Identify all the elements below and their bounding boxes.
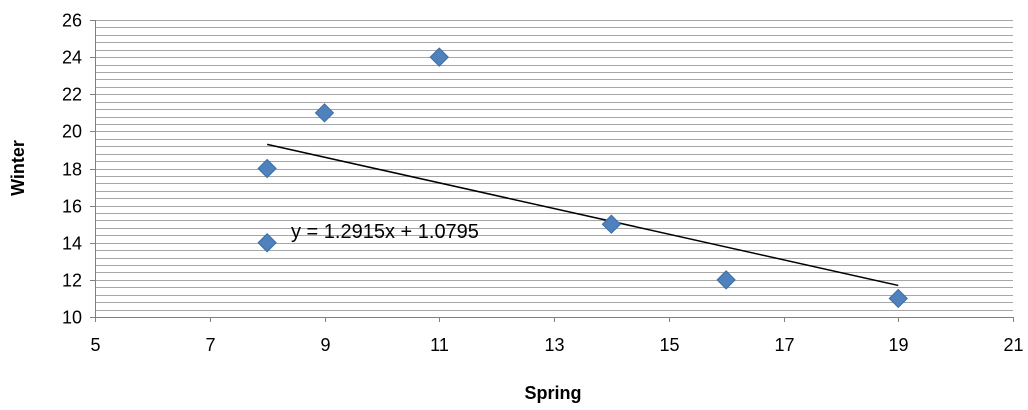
x-tick-label: 13 [544,335,564,355]
x-tick-label: 21 [1003,335,1023,355]
y-tick-label: 16 [62,197,82,217]
x-tick-label: 5 [90,335,100,355]
x-tick-label: 7 [205,335,215,355]
axis-layer [90,20,1014,322]
x-tick-label: 11 [430,335,449,355]
trendline-equation: y = 1.2915x + 1.0795 [291,221,479,243]
trendline-layer [266,143,899,287]
y-tick-label: 14 [62,234,82,254]
x-tick-label: 9 [320,335,330,355]
data-point [257,158,277,179]
y-tick-label: 20 [62,122,82,142]
y-tick-label: 24 [62,48,82,68]
y-tick-label: 12 [62,271,82,291]
data-point [429,47,449,67]
x-tick-label: 17 [774,335,794,355]
y-axis-title: Winter [8,140,28,196]
grid-layer [95,20,1013,311]
data-point [888,288,908,309]
data-point [601,214,622,234]
x-tick-label: 19 [888,335,908,355]
data-point [257,233,277,253]
data-point [716,270,736,290]
x-axis-title: Spring [525,383,582,403]
y-tick-label: 22 [62,85,82,105]
label-layer: 10 12 14 16 18 20 22 24 26 5 7 9 11 13 15 17 19 21 [62,11,1024,356]
trendline [266,143,899,287]
y-tick-label: 10 [62,308,82,328]
x-tick-label: 15 [659,335,679,355]
y-tick-label: 18 [62,160,82,180]
data-point [314,103,335,123]
points-layer [257,47,908,309]
y-tick-label: 26 [62,11,82,31]
